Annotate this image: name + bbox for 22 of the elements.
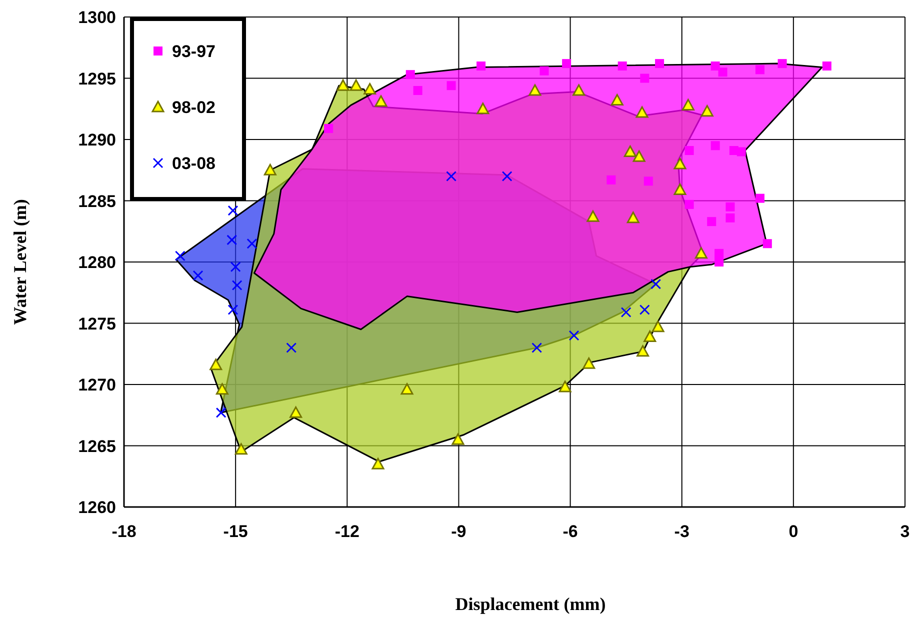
x-tick-label: -15 <box>223 522 248 541</box>
legend-label: 98-02 <box>172 98 216 117</box>
legend-label: 03-08 <box>172 154 216 173</box>
legend-label: 93-97 <box>172 42 216 61</box>
y-tick-label: 1260 <box>78 498 116 517</box>
y-tick-label: 1295 <box>78 69 116 88</box>
x-tick-label: -9 <box>451 522 466 541</box>
y-tick-label: 1300 <box>78 8 116 27</box>
y-tick-label: 1270 <box>78 376 116 394</box>
x-tick-label: -18 <box>112 522 136 541</box>
y-tick-label: 1265 <box>78 436 116 456</box>
x-tick-label: -12 <box>334 522 360 541</box>
y-tick-label: 1275 <box>78 314 116 334</box>
y-tick-label: 1280 <box>78 253 116 272</box>
x-tick-label: 3 <box>900 522 910 541</box>
x-tick-label: 0 <box>788 522 798 541</box>
x-tick-label: -3 <box>674 522 690 541</box>
y-tick-label: 1290 <box>78 130 116 150</box>
y-tick-label: 1285 <box>78 192 116 211</box>
y-axis-title: Water Level (m) <box>10 199 30 325</box>
x-axis-title: Displacement (mm) <box>455 594 606 614</box>
x-tick-label: -6 <box>562 522 578 541</box>
